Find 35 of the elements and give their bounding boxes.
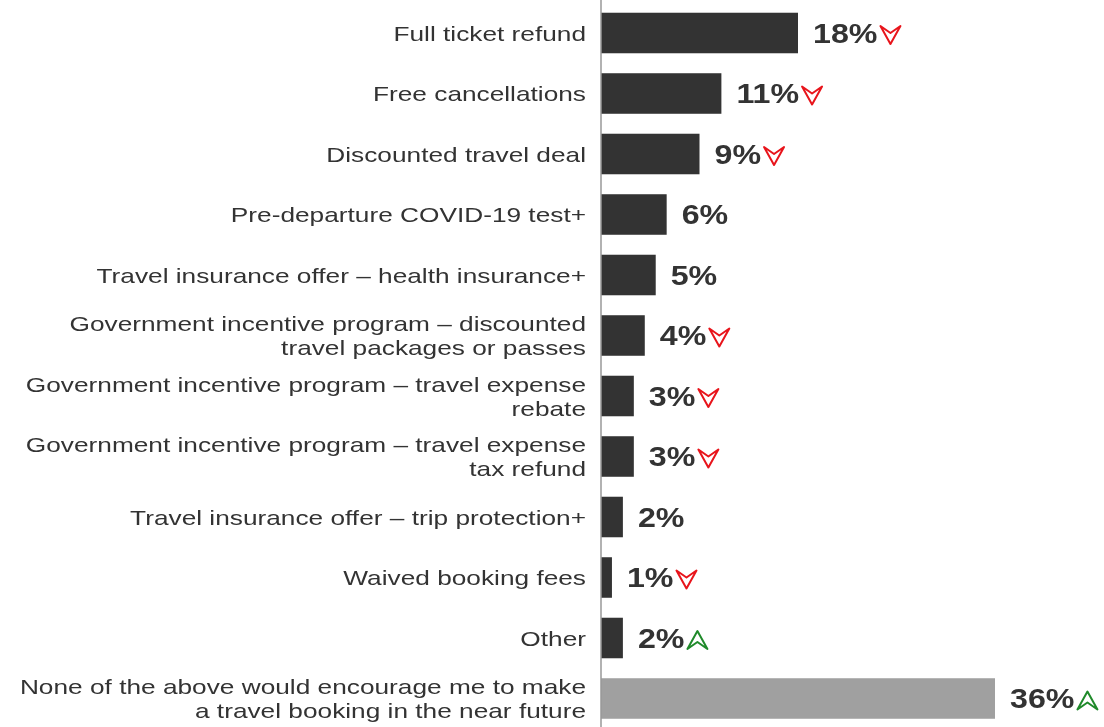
bar (601, 617, 623, 659)
data-label: 3% (648, 441, 696, 472)
data-label: 11% (736, 78, 800, 109)
y-tick-label: Government incentive program – discounted travel packages or passes (69, 311, 587, 360)
data-label: 2% (637, 501, 685, 533)
bar (601, 73, 722, 114)
bar (601, 375, 634, 417)
y-tick-label: Free cancellations (373, 81, 587, 106)
bar (601, 315, 645, 356)
bar (601, 194, 667, 235)
data-label: 4% (659, 320, 707, 351)
data-label: 9% (714, 138, 762, 170)
data-label: 3% (648, 380, 696, 412)
data-label: 1% (626, 562, 674, 593)
y-tick-label: Other (520, 626, 587, 650)
bar (601, 496, 623, 538)
y-tick-label: Travel insurance offer – trip protection+ (130, 505, 586, 529)
bar (601, 436, 634, 477)
bar (601, 557, 612, 598)
y-tick-label: Full ticket refund (393, 21, 586, 45)
y-tick-label: Pre-departure COVID-19 test+ (230, 202, 586, 227)
y-tick-label: Waived booking fees (343, 565, 587, 590)
data-label: 18% (813, 17, 878, 49)
bar (601, 254, 656, 296)
y-tick-label: Government incentive program – travel expense tax refund (25, 432, 586, 481)
bar (601, 12, 798, 54)
bar (601, 133, 700, 175)
data-label: 2% (637, 622, 685, 654)
y-tick-label: Discounted travel deal (326, 142, 586, 166)
y-tick-label: None of the above would encourage me to make a travel booking in the near future (19, 674, 586, 723)
data-label: 6% (681, 199, 729, 230)
y-tick-label: Travel insurance offer – health insurance+ (96, 263, 586, 287)
y-tick-label: Government incentive program – travel expense rebate (25, 372, 586, 420)
data-label: 36% (1010, 683, 1075, 714)
data-label: 5% (670, 259, 718, 291)
